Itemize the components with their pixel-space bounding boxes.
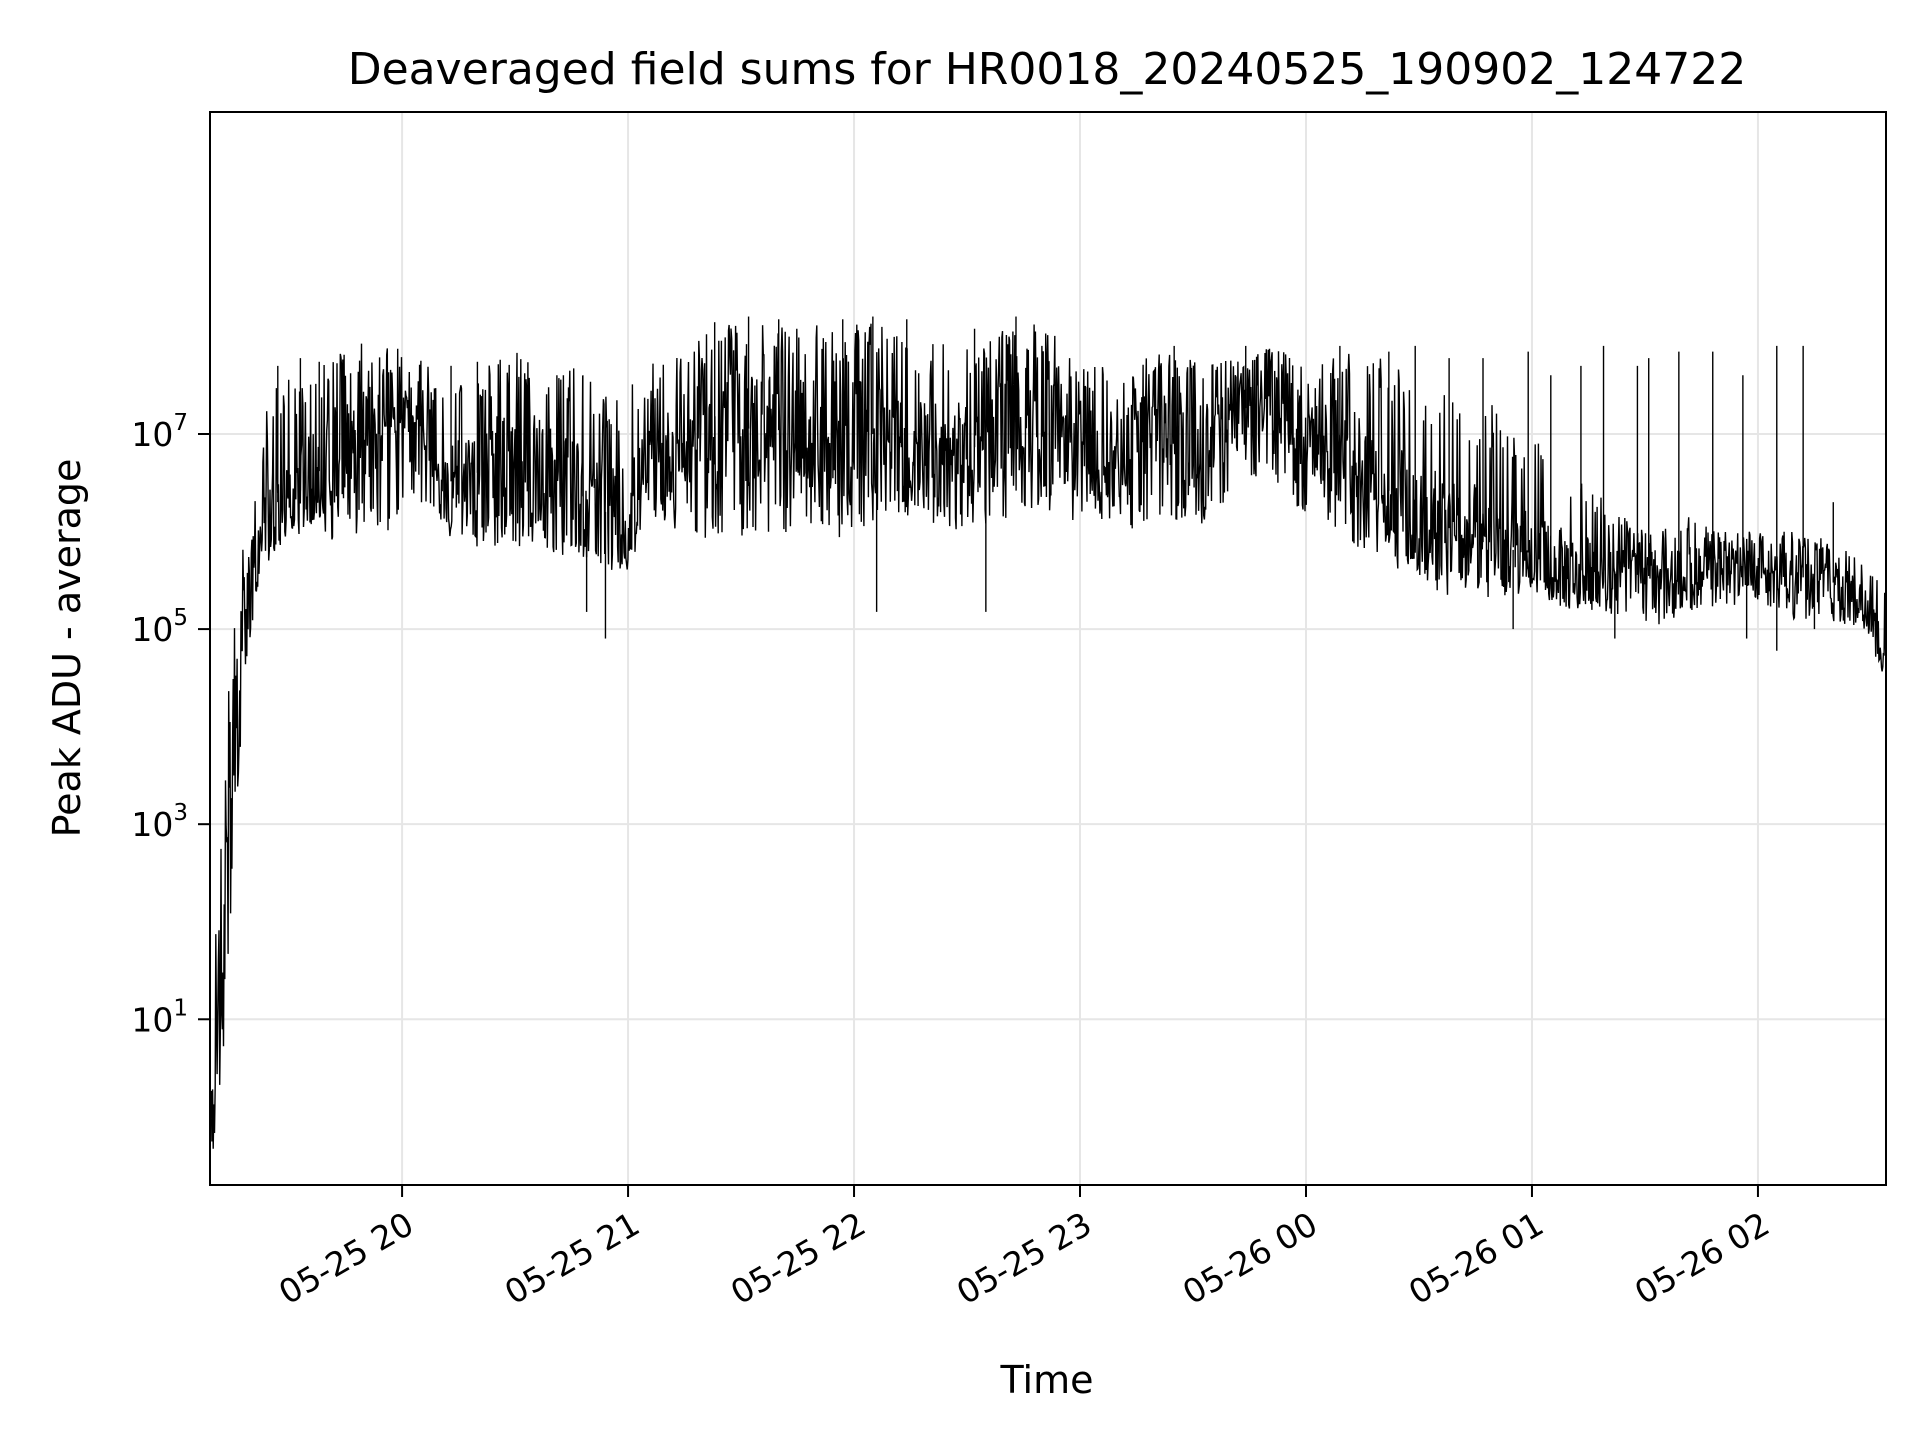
plot-frame	[209, 111, 1887, 1186]
chart-title: Deaveraged field sums for HR0018_2024052…	[348, 44, 1747, 95]
y-axis-label: Peak ADU - average	[45, 459, 89, 838]
y-tick-label: 105	[131, 605, 188, 649]
y-axis: 101 103 105 107	[131, 410, 210, 1039]
x-axis-label: Time	[1000, 1358, 1094, 1402]
y-tick-label: 107	[131, 410, 188, 454]
y-tick-label: 103	[131, 800, 188, 844]
series-line	[210, 323, 1886, 1149]
data-layer	[210, 316, 1886, 1149]
y-tick-label: 101	[131, 995, 188, 1039]
